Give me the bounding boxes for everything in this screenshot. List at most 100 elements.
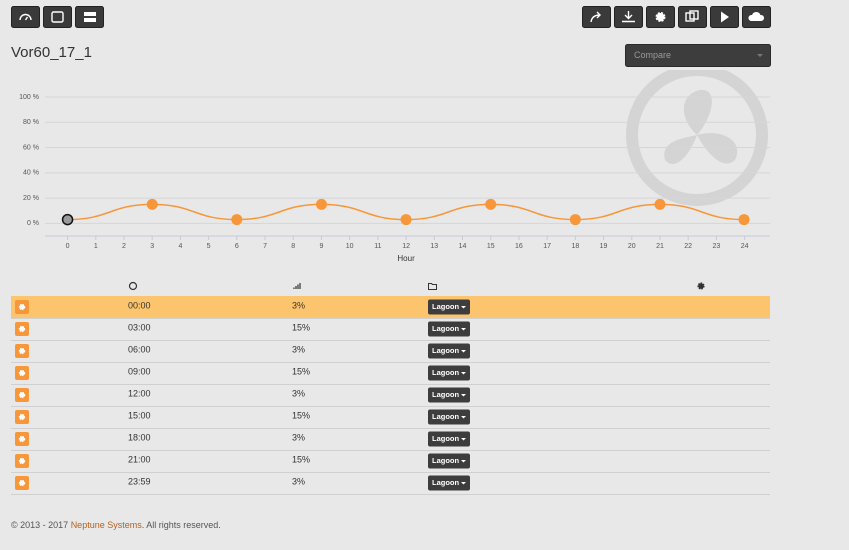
x-tick-label: 6 <box>235 243 239 250</box>
level-cell: 3% <box>292 432 305 442</box>
profile-button[interactable] <box>428 475 470 491</box>
compare-select[interactable] <box>625 44 771 67</box>
profile-button[interactable] <box>428 321 470 337</box>
table-row[interactable] <box>11 472 770 494</box>
level-cell: 15% <box>292 322 310 332</box>
x-tick-label: 5 <box>207 243 211 250</box>
gear-icon <box>18 435 26 443</box>
gear-icon <box>18 325 26 333</box>
x-tick-label: 8 <box>291 243 295 250</box>
table-row[interactable] <box>11 450 770 472</box>
dropdown-caret <box>461 460 466 463</box>
x-tick-label: 19 <box>600 243 608 250</box>
x-tick-label: 13 <box>430 243 438 250</box>
level-cell: 3% <box>292 300 305 310</box>
table-row[interactable] <box>11 296 770 318</box>
dashboard-button[interactable] <box>11 6 40 28</box>
profile-button[interactable] <box>428 343 470 359</box>
level-cell: 15% <box>292 454 310 464</box>
x-tick-label: 7 <box>263 243 267 250</box>
x-tick-label: 12 <box>402 243 410 250</box>
profile-button[interactable] <box>428 431 470 447</box>
level-cell: 3% <box>292 388 305 398</box>
gear-icon <box>18 303 26 311</box>
profile-button[interactable] <box>428 299 470 315</box>
gear-icon <box>18 479 26 487</box>
x-tick-label: 4 <box>178 243 182 250</box>
x-tick-label: 21 <box>656 243 664 250</box>
x-tick-label: 9 <box>320 243 324 250</box>
share-button[interactable] <box>582 6 611 28</box>
data-point[interactable] <box>485 198 497 210</box>
time-cell: 06:00 <box>128 344 151 354</box>
dropdown-caret <box>461 482 466 485</box>
gear-icon <box>18 391 26 399</box>
data-point[interactable] <box>231 214 243 226</box>
time-cell: 09:00 <box>128 366 151 376</box>
footer-prefix: © 2013 - 2017 <box>11 520 71 530</box>
level-cell: 3% <box>292 476 305 486</box>
settings-icon <box>697 282 705 290</box>
data-point[interactable] <box>738 214 750 226</box>
gear-icon <box>18 457 26 465</box>
select-caret <box>757 54 763 57</box>
profile-icon <box>428 283 437 290</box>
data-point[interactable] <box>400 214 412 226</box>
y-tick-label: 80 % <box>23 119 39 126</box>
x-tick-label: 0 <box>66 243 70 250</box>
table-row[interactable] <box>11 406 770 428</box>
x-tick-label: 17 <box>543 243 551 250</box>
data-point[interactable] <box>315 198 327 210</box>
time-cell: 18:00 <box>128 432 151 442</box>
y-tick-label: 0 % <box>27 220 39 227</box>
footer-suffix: . All rights reserved. <box>142 520 221 530</box>
devices-button[interactable] <box>75 6 104 28</box>
dropdown-caret <box>461 372 466 375</box>
profile-label: Lagoon <box>432 412 459 421</box>
play-icon <box>721 11 729 23</box>
x-tick-label: 10 <box>346 243 354 250</box>
table-row[interactable] <box>11 384 770 406</box>
x-tick-label: 15 <box>487 243 495 250</box>
data-point[interactable] <box>569 214 581 226</box>
data-point[interactable] <box>146 198 158 210</box>
dropdown-caret <box>461 350 466 353</box>
data-point[interactable] <box>654 198 666 210</box>
time-icon <box>128 281 138 291</box>
table-row[interactable] <box>11 362 770 384</box>
x-tick-label: 24 <box>741 243 749 250</box>
profile-button[interactable] <box>428 365 470 381</box>
x-tick-label: 20 <box>628 243 636 250</box>
profile-button[interactable] <box>428 387 470 403</box>
cloud-icon <box>748 11 765 21</box>
profile-button[interactable] <box>428 409 470 425</box>
footer: © 2013 - 2017 Neptune Systems. All right… <box>11 520 221 530</box>
outlet-icon <box>51 11 64 23</box>
outlets-button[interactable] <box>43 6 72 28</box>
y-tick-label: 100 % <box>19 94 39 101</box>
time-cell: 00:00 <box>128 300 151 310</box>
x-axis-title: Hour <box>397 254 415 263</box>
x-tick-label: 11 <box>374 243 381 250</box>
x-tick-label: 18 <box>571 243 579 250</box>
time-cell: 15:00 <box>128 410 151 420</box>
profile-button[interactable] <box>428 453 470 469</box>
schedule-table: 00:00 3% Lagoon 03:00 15% Lagoon 06:00 3% Lagoon… <box>11 296 770 495</box>
gear-icon <box>18 347 26 355</box>
dropdown-caret <box>461 438 466 441</box>
profile-label: Lagoon <box>432 368 459 377</box>
data-point[interactable] <box>61 213 74 226</box>
copy-button[interactable] <box>678 6 707 28</box>
level-cell: 3% <box>292 344 305 354</box>
dropdown-caret <box>461 328 466 331</box>
dashboard-icon <box>19 13 32 21</box>
table-row[interactable] <box>11 318 770 340</box>
table-row[interactable] <box>11 340 770 362</box>
footer-link[interactable]: Neptune Systems <box>71 520 143 530</box>
y-tick-label: 20 % <box>23 195 39 202</box>
time-cell: 23:59 <box>128 476 151 486</box>
device-icon <box>84 18 96 22</box>
table-row[interactable] <box>11 428 770 450</box>
level-cell: 15% <box>292 366 310 376</box>
